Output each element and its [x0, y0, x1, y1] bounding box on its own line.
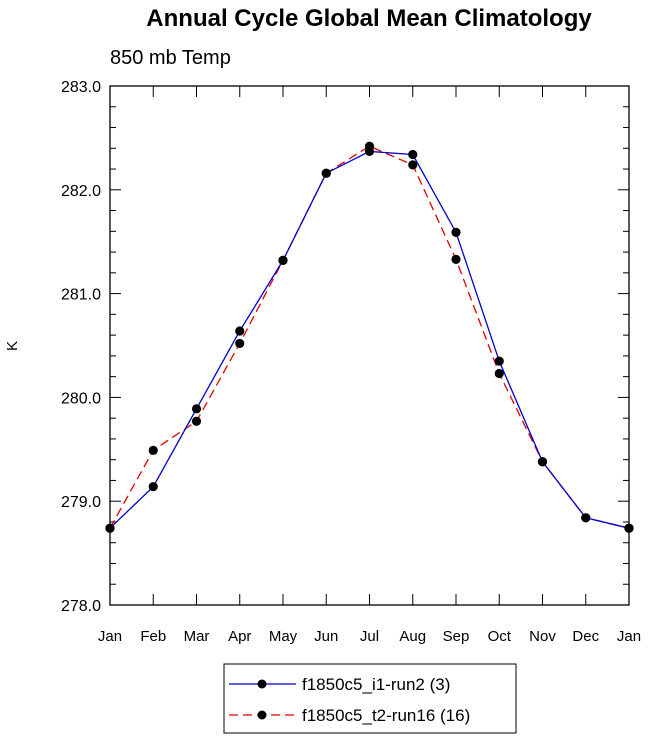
x-tick-label: Jan [617, 628, 641, 645]
data-point [451, 227, 461, 237]
legend-marker-series-1 [257, 679, 267, 689]
y-tick-label: 278.0 [61, 598, 101, 615]
x-tick-label: Sep [443, 628, 470, 645]
legend-label-series-2: f1850c5_t2-run16 (16) [302, 706, 470, 725]
data-point [191, 404, 202, 414]
data-point [364, 146, 375, 156]
data-point [408, 160, 418, 170]
chart-subtitle: 850 mb Temp [110, 47, 231, 69]
x-tick-label: Dec [572, 628, 599, 645]
x-tick-label: Oct [488, 628, 512, 645]
data-point [235, 338, 245, 349]
data-point [191, 416, 202, 426]
data-point [581, 513, 591, 523]
x-tick-label: Jun [314, 628, 338, 645]
series-2 [105, 141, 634, 533]
y-axis-label: K [4, 341, 21, 351]
data-point [148, 482, 158, 492]
data-point [105, 523, 115, 533]
data-point [408, 149, 418, 160]
data-point [321, 168, 331, 178]
x-tick-label: Mar [184, 628, 210, 645]
data-point [278, 255, 288, 265]
y-tick-label: 282.0 [61, 183, 101, 200]
data-point [494, 356, 504, 366]
x-tick-label: Jul [360, 628, 379, 645]
x-tick-label: Apr [228, 628, 251, 645]
x-tick-label: Jan [98, 628, 122, 645]
data-point [451, 254, 461, 264]
series-1 [105, 146, 634, 533]
series-line-2 [109, 145, 630, 529]
x-tick-label: Aug [399, 628, 426, 645]
chart-title: Annual Cycle Global Mean Climatology [146, 5, 592, 32]
plot-frame [109, 85, 630, 606]
legend-marker-series-2 [257, 710, 267, 720]
data-point [148, 445, 158, 455]
x-tick-label: Feb [140, 628, 166, 645]
data-point [624, 523, 634, 533]
series-layer [105, 141, 634, 533]
series-line-1 [109, 150, 630, 529]
y-tick-label: 281.0 [61, 287, 101, 304]
data-point [235, 326, 245, 336]
data-point [537, 457, 548, 467]
axes: 278.0 279.0 280.0 281.0 282.0 283.0 Jan Feb Mar A… [61, 79, 641, 645]
legend: f1850c5_i1-run2 (3) f1850c5_t2-run16 (16… [223, 663, 517, 734]
x-tick-label: Nov [529, 628, 556, 645]
y-tick-label: 279.0 [61, 494, 101, 511]
y-tick-label: 283.0 [61, 79, 101, 96]
y-tick-label: 280.0 [61, 390, 101, 407]
x-tick-label: May [269, 628, 298, 645]
legend-box [223, 663, 517, 734]
data-point [494, 368, 504, 379]
legend-label-series-1: f1850c5_i1-run2 (3) [302, 675, 450, 694]
